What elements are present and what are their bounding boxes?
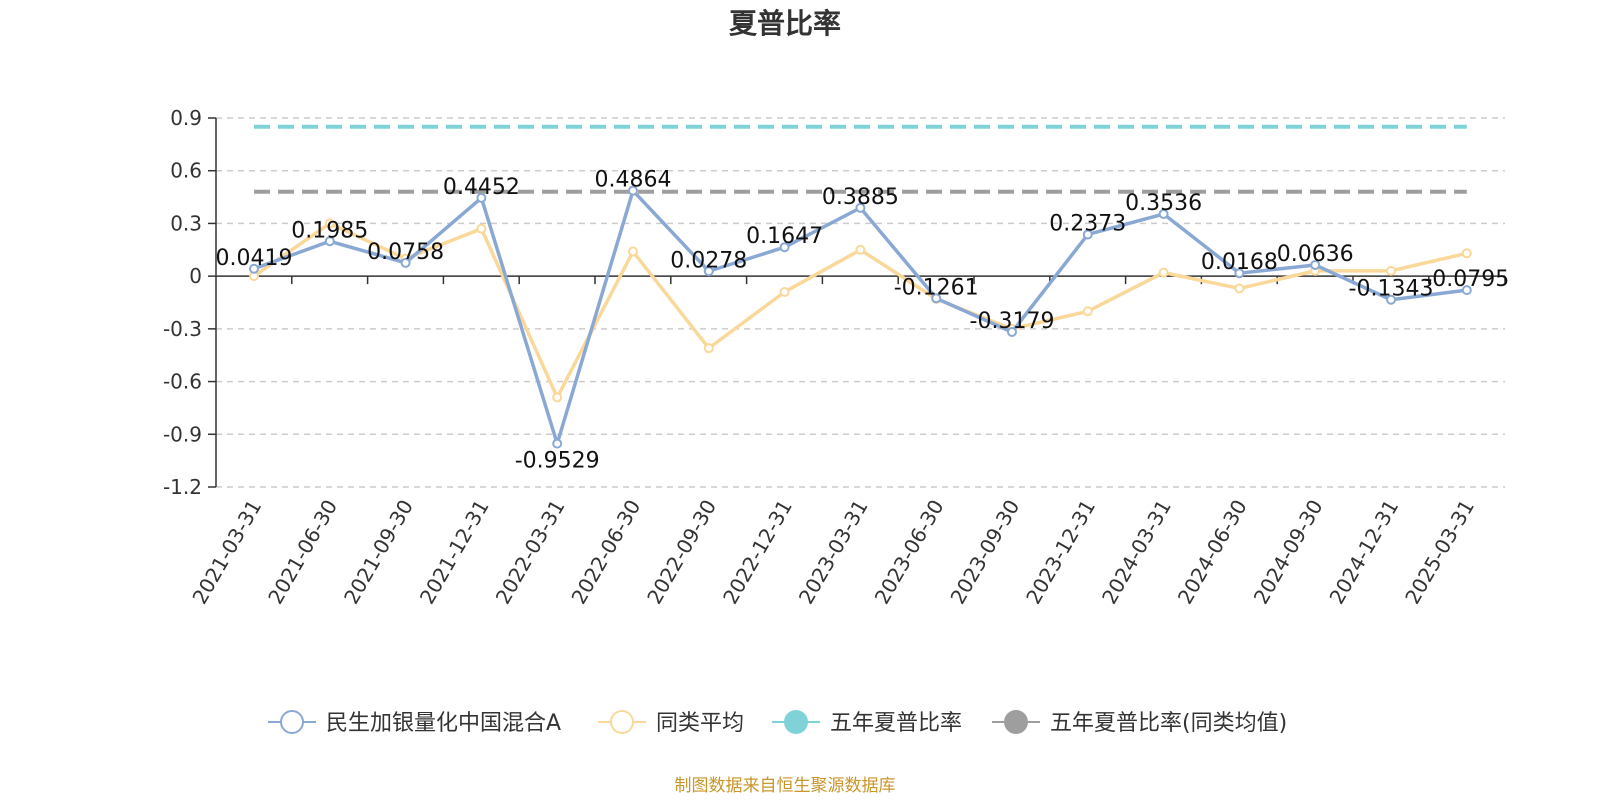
data-point <box>1386 294 1396 305</box>
legend-marker <box>610 710 634 734</box>
data-label: 0.3536 <box>1125 191 1202 216</box>
x-tick-label: 2021-12-31 <box>415 496 494 609</box>
data-point <box>931 293 942 304</box>
data-point <box>855 202 866 213</box>
data-label: -0.1261 <box>894 275 979 300</box>
data-point <box>1082 229 1093 240</box>
data-point <box>324 218 335 229</box>
y-tick-label: -0.3 <box>163 317 202 341</box>
x-tick-label: 2022-09-30 <box>642 496 721 609</box>
data-point <box>249 263 259 274</box>
data-label: 0.0278 <box>670 248 747 273</box>
data-label: 0.3885 <box>822 185 899 210</box>
data-point <box>1234 283 1245 294</box>
data-point <box>779 286 790 297</box>
data-label: 0.4864 <box>595 168 672 193</box>
data-label: 0.1647 <box>746 224 823 249</box>
legend[interactable]: 民生加银量化中国混合A 同类平均 五年夏普比率 五年夏普比率(同类均值) <box>268 710 1287 736</box>
legend-item[interactable]: 同类平均 <box>598 710 744 736</box>
data-point <box>628 246 638 257</box>
data-point <box>1007 327 1017 338</box>
chart-title: 夏普比率 <box>729 7 841 40</box>
y-tick-label: -1.2 <box>163 475 202 499</box>
y-tick-label: -0.6 <box>163 370 202 394</box>
y-tick-label: 0.6 <box>170 159 202 183</box>
data-point <box>476 223 487 234</box>
data-point <box>552 392 563 403</box>
y-tick-label: 0.9 <box>170 106 202 130</box>
data-point <box>703 343 714 354</box>
data-label: 0.4452 <box>443 175 520 200</box>
reference-lines <box>254 124 1467 194</box>
x-tick-label: 2023-09-30 <box>945 496 1024 609</box>
source-note: 制图数据来自恒生聚源数据库 <box>675 776 896 796</box>
data-label: 0.0419 <box>216 246 293 271</box>
x-tick-label: 2024-03-31 <box>1097 496 1176 609</box>
legend-label: 五年夏普比率 <box>830 711 962 736</box>
data-point <box>1082 306 1093 317</box>
y-tick-label: -0.9 <box>163 422 202 446</box>
legend-label: 民生加银量化中国混合A <box>326 711 561 736</box>
x-tick-label: 2023-06-30 <box>870 495 949 608</box>
legend-item[interactable]: 民生加银量化中国混合A <box>268 710 561 736</box>
y-tick-label: 0.3 <box>170 211 202 235</box>
grid-lines <box>216 117 1505 488</box>
data-point <box>1461 285 1472 296</box>
x-tick-label: 2024-09-30 <box>1249 496 1328 609</box>
x-tick-label: 2024-12-31 <box>1324 496 1403 609</box>
data-label: -0.3179 <box>970 309 1055 334</box>
x-tick-label: 2021-09-30 <box>339 495 418 608</box>
data-label: -0.0795 <box>1424 267 1509 292</box>
x-tick-label: 2022-03-31 <box>491 496 570 609</box>
data-point <box>400 257 411 268</box>
data-point <box>1310 259 1321 270</box>
series-line <box>253 188 1468 446</box>
data-point <box>324 236 335 247</box>
data-point <box>552 438 563 449</box>
y-tick-label: 0 <box>189 264 202 288</box>
data-point <box>703 266 714 277</box>
x-tick-label: 2023-03-31 <box>794 496 873 609</box>
x-tick-label: 2022-06-30 <box>566 496 645 609</box>
legend-item[interactable]: 五年夏普比率(同类均值) <box>992 710 1287 736</box>
x-tick-label: 2024-06-30 <box>1173 496 1252 609</box>
data-point <box>1158 267 1169 278</box>
data-point <box>476 192 487 203</box>
legend-marker <box>784 710 808 734</box>
x-tick-label: 2022-12-31 <box>718 496 797 609</box>
x-tick-label: 2023-12-31 <box>1021 496 1100 609</box>
data-label: 0.0168 <box>1201 250 1278 275</box>
data-label: 0.0758 <box>367 240 444 265</box>
x-tick-label: 2025-03-31 <box>1400 496 1479 609</box>
data-label: 0.0636 <box>1277 242 1354 267</box>
data-label: -0.1343 <box>1349 277 1434 302</box>
legend-label: 五年夏普比率(同类均值) <box>1050 711 1287 736</box>
data-point <box>1386 265 1396 276</box>
legend-label: 同类平均 <box>656 711 744 736</box>
legend-marker <box>280 710 304 734</box>
data-point <box>779 242 790 253</box>
axes: 0.90.60.30-0.3-0.6-0.9-1.22021-03-312021… <box>163 106 1506 609</box>
data-point <box>1234 268 1245 279</box>
data-label: -0.9529 <box>515 449 600 474</box>
legend-item[interactable]: 五年夏普比率 <box>772 710 962 736</box>
x-tick-label: 2021-03-31 <box>187 496 266 609</box>
data-point <box>1158 209 1169 220</box>
legend-marker <box>1004 710 1028 734</box>
data-point <box>855 244 866 255</box>
data-point <box>1461 248 1472 259</box>
data-label: 0.1985 <box>291 218 368 243</box>
data-point <box>628 185 638 196</box>
data-label: 0.2373 <box>1049 211 1126 236</box>
series-lines <box>249 185 1472 449</box>
x-tick-label: 2021-06-30 <box>263 496 342 609</box>
